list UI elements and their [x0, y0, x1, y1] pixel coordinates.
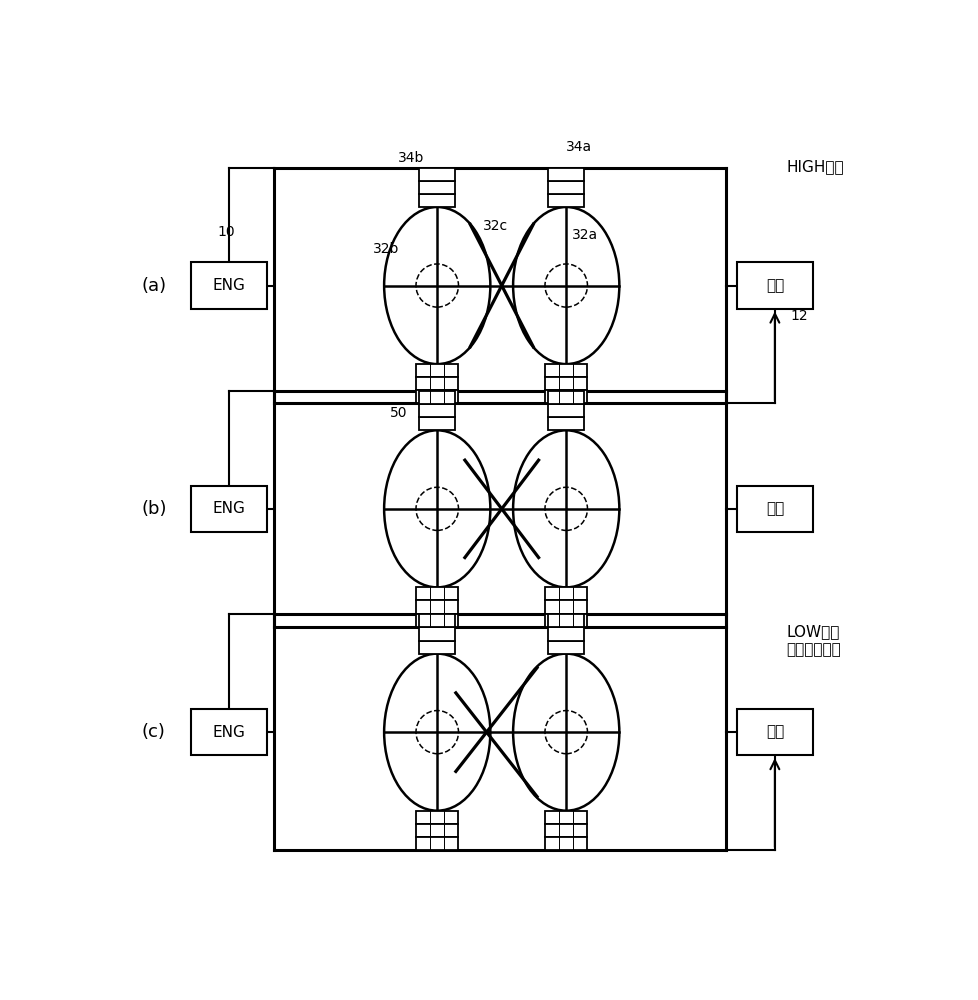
Bar [416, 390, 458, 403]
Ellipse shape [383, 207, 490, 364]
Bar [191, 709, 266, 755]
Bar [419, 181, 455, 194]
Bar [548, 194, 584, 207]
Ellipse shape [512, 430, 619, 587]
Text: LOW模式
等待重新起步: LOW模式 等待重新起步 [785, 624, 840, 657]
Text: 50: 50 [390, 406, 407, 420]
Bar [416, 614, 458, 627]
Text: 34a: 34a [565, 140, 592, 154]
Bar [548, 627, 584, 641]
Bar [548, 417, 584, 430]
Bar [545, 811, 587, 824]
Bar [419, 641, 455, 654]
Bar [545, 377, 587, 390]
Bar [416, 600, 458, 614]
Ellipse shape [383, 654, 490, 811]
Bar [416, 824, 458, 837]
Bar [191, 262, 266, 309]
Bar [548, 404, 584, 417]
Circle shape [416, 487, 458, 530]
Text: 34b: 34b [397, 151, 423, 165]
Bar [545, 614, 587, 627]
Bar [545, 600, 587, 614]
Bar [736, 486, 812, 532]
Text: 轮胎: 轮胎 [765, 278, 783, 293]
Circle shape [545, 711, 587, 754]
Ellipse shape [383, 430, 490, 587]
Text: 12: 12 [789, 309, 807, 323]
Bar [416, 837, 458, 850]
Bar [419, 627, 455, 641]
Circle shape [545, 487, 587, 530]
Bar [548, 614, 584, 627]
Bar [419, 417, 455, 430]
Bar [548, 391, 584, 404]
Ellipse shape [512, 207, 619, 364]
Bar [416, 587, 458, 600]
Circle shape [416, 264, 458, 307]
Circle shape [416, 711, 458, 754]
Text: (b): (b) [141, 500, 166, 518]
Bar [545, 364, 587, 377]
Text: 轮胎: 轮胎 [765, 725, 783, 740]
Text: 10: 10 [217, 225, 235, 238]
Bar [545, 824, 587, 837]
Bar [736, 709, 812, 755]
Bar [545, 837, 587, 850]
Bar [419, 168, 455, 181]
Text: 62: 62 [567, 406, 585, 420]
Bar [191, 486, 266, 532]
Text: ENG: ENG [212, 278, 244, 293]
Bar [419, 194, 455, 207]
Bar [416, 364, 458, 377]
Text: (c): (c) [141, 723, 165, 741]
Bar [548, 641, 584, 654]
Bar [736, 262, 812, 309]
Text: 32a: 32a [571, 228, 597, 242]
Text: 32c: 32c [482, 219, 508, 233]
Text: ENG: ENG [212, 725, 244, 740]
Bar [416, 811, 458, 824]
Text: HIGH模式: HIGH模式 [785, 159, 843, 174]
Ellipse shape [512, 654, 619, 811]
Bar [419, 614, 455, 627]
Bar [545, 390, 587, 403]
Bar [416, 377, 458, 390]
Text: ENG: ENG [212, 501, 244, 516]
Bar [419, 404, 455, 417]
Circle shape [545, 264, 587, 307]
Bar [548, 181, 584, 194]
Text: 轮胎: 轮胎 [765, 501, 783, 516]
Text: 32b: 32b [373, 242, 399, 256]
Bar [419, 391, 455, 404]
Text: (a): (a) [141, 277, 166, 295]
Bar [545, 587, 587, 600]
Bar [548, 168, 584, 181]
